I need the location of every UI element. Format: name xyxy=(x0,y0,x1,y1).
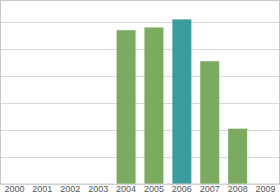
x-tick-label: 2000 xyxy=(4,184,24,194)
x-tick-label: 2002 xyxy=(60,184,80,194)
x-tick-label: 2007 xyxy=(200,184,220,194)
plot-frame xyxy=(1,1,280,185)
bar xyxy=(228,129,247,184)
grid-line xyxy=(1,76,280,77)
chart: 2000 2001 2002 2003 2004 2005 2006 2007 2008 2009 xyxy=(0,0,280,195)
x-tick-label: 2006 xyxy=(172,184,192,194)
bar xyxy=(200,61,219,184)
bar xyxy=(172,19,191,184)
grid-line xyxy=(1,103,280,104)
x-tick-label: 2001 xyxy=(32,184,52,194)
x-tick-label: 2005 xyxy=(144,184,164,194)
bars xyxy=(117,19,248,184)
x-tick-label: 2004 xyxy=(116,184,136,194)
bar xyxy=(117,30,136,184)
grid-line xyxy=(1,22,280,23)
x-tick-label: 2009 xyxy=(256,184,276,194)
x-tick-label: 2008 xyxy=(228,184,248,194)
bar xyxy=(144,27,163,184)
grid-line xyxy=(1,49,280,50)
x-tick-label: 2003 xyxy=(88,184,108,194)
